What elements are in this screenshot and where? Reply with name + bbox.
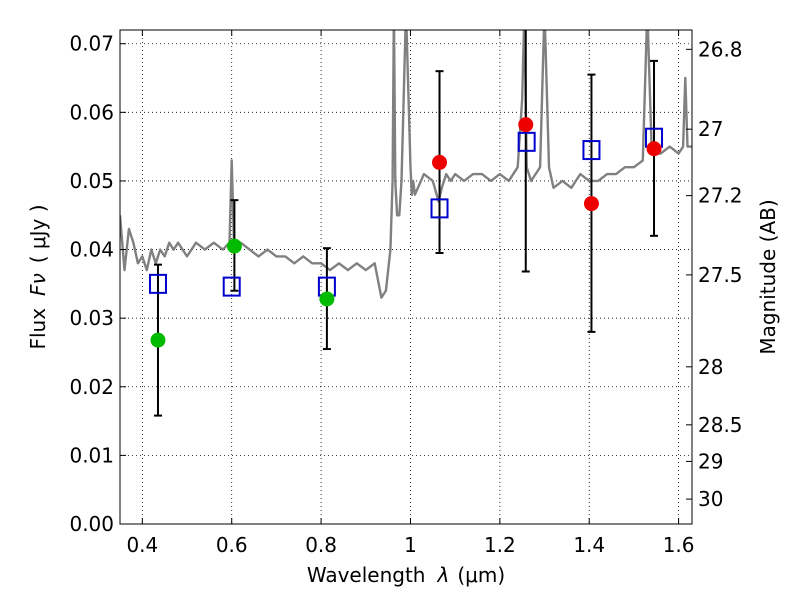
y-axis-label-units: ( μJy ): [26, 204, 50, 263]
nir-point: [518, 117, 534, 133]
y2-tick-label: 26.8: [698, 37, 743, 61]
x-tick-label: 1: [404, 533, 417, 557]
y-tick-label: 0.03: [69, 306, 114, 330]
y2-tick-label: 27: [698, 117, 723, 141]
x-axis-label: Wavelength λ (μm): [307, 563, 505, 587]
optical-point: [150, 332, 166, 348]
x-tick-label: 0.4: [126, 533, 158, 557]
x-axis-label-symbol: λ: [437, 563, 450, 587]
y-axis-label-text: Flux: [26, 308, 50, 350]
tick-layer: 0.4 0.6 0.8 1 1.2 1.4 1.6 0.00 0.01 0.02 0.03 0.04 0…: [69, 30, 743, 557]
y-tick-label: 0.06: [69, 100, 114, 124]
y-tick-label: 0.01: [69, 443, 114, 467]
model-flux-square: [430, 198, 449, 219]
y-tick-label: 0.07: [69, 32, 114, 56]
x-tick-label: 1.4: [573, 533, 605, 557]
y2-tick-label: 27.5: [698, 263, 743, 287]
model-flux-square: [148, 273, 167, 294]
x-tick-label: 1.2: [484, 533, 516, 557]
model-spectrum-line: [120, 30, 692, 299]
data-layer: [120, 30, 692, 417]
y-tick-label: 0.00: [69, 512, 114, 536]
model-flux-square: [517, 131, 536, 152]
model-flux-square: [582, 140, 601, 161]
x-tick-label: 0.8: [305, 533, 337, 557]
y2-tick-label: 28.5: [698, 413, 743, 437]
y2-tick-label: 29: [698, 449, 723, 473]
y-tick-label: 0.05: [69, 169, 114, 193]
y-tick-label: 0.02: [69, 375, 114, 399]
x-tick-label: 1.6: [663, 533, 695, 557]
optical-point: [226, 238, 242, 254]
y-tick-label: 0.04: [69, 238, 114, 262]
y-axis-label: Flux Fν ( μJy ): [26, 204, 50, 349]
x-axis-label-text: Wavelength: [307, 563, 426, 587]
y2-tick-label: 30: [698, 487, 723, 511]
y-axis-label-symbol: Fν: [26, 273, 50, 296]
model-flux-square: [222, 276, 241, 297]
nir-point: [646, 141, 662, 157]
y2-tick-label: 28: [698, 355, 723, 379]
x-tick-label: 0.6: [216, 533, 248, 557]
y2-axis-label: Magnitude (AB): [756, 199, 780, 354]
y2-tick-label: 27.2: [698, 184, 743, 208]
plot-frame: [119, 29, 693, 525]
optical-point: [319, 291, 335, 307]
nir-point: [432, 154, 448, 170]
nir-point: [583, 196, 599, 212]
x-axis-label-units: (μm): [457, 563, 505, 587]
